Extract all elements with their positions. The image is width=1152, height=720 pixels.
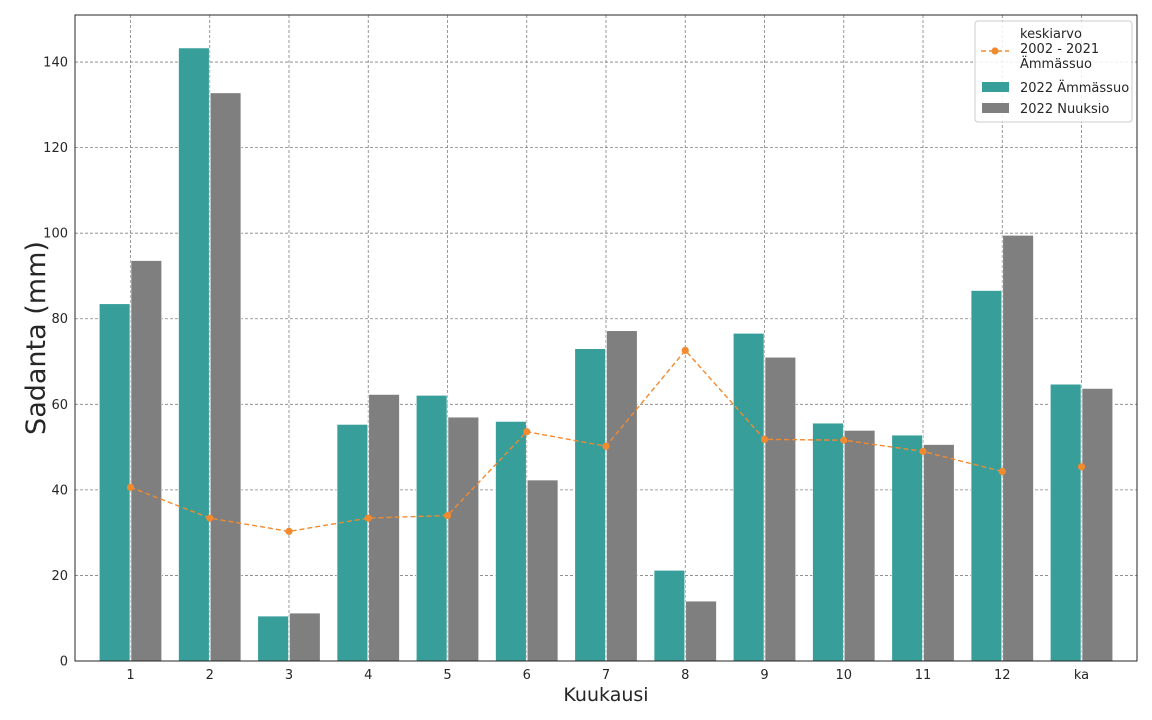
y-tick-label: 60 xyxy=(51,398,68,413)
bar-ammassuo xyxy=(178,47,210,662)
x-tick-label: 9 xyxy=(760,668,768,683)
average-point xyxy=(840,436,848,444)
bar-ammassuo xyxy=(891,434,923,662)
average-point xyxy=(443,511,452,520)
bar-nuuksio xyxy=(843,430,876,662)
x-tick-label: 4 xyxy=(364,668,372,683)
average-point xyxy=(1077,463,1086,471)
x-tick-label: 3 xyxy=(285,668,293,683)
x-tick-label: 5 xyxy=(443,668,451,683)
bar-nuuksio xyxy=(368,394,400,662)
bar-ammassuo xyxy=(653,570,686,662)
bars xyxy=(98,47,1114,662)
average-point xyxy=(602,442,610,450)
bar-ammassuo xyxy=(733,332,765,662)
bar-nuuksio xyxy=(289,612,321,662)
x-tick-label: 7 xyxy=(602,668,610,683)
bar-ammassuo xyxy=(415,395,448,662)
legend-bar-swatch xyxy=(982,103,1009,113)
average-point xyxy=(206,514,214,522)
x-tick-label: 11 xyxy=(915,668,932,683)
y-axis-title: Sadanta (mm) xyxy=(21,241,52,435)
bar-ammassuo xyxy=(970,290,1003,662)
average-line-path xyxy=(130,349,1003,533)
x-axis-title: Kuukausi xyxy=(563,684,648,706)
legend: keskiarvo 2002 - 2021 Ämmässuo 2022 Ämmässu… xyxy=(974,20,1133,123)
legend-box xyxy=(974,20,1133,123)
x-tick-label: ka xyxy=(1074,668,1089,683)
legend-label-bar: 2022 Ämmässuo xyxy=(1020,80,1129,96)
bar-nuuksio xyxy=(685,600,717,662)
y-tick-label: 80 xyxy=(51,312,68,327)
bar-nuuksio xyxy=(606,330,638,662)
y-tick-label: 100 xyxy=(43,227,68,242)
legend-bar-swatch xyxy=(982,82,1009,92)
bar-ammassuo xyxy=(812,422,844,662)
legend-label-average: keskiarvo 2002 - 2021 Ämmässuo xyxy=(1020,27,1099,72)
bar-ammassuo xyxy=(574,348,606,662)
bar-ammassuo xyxy=(257,615,289,662)
average-point xyxy=(681,346,689,355)
bar-nuuksio xyxy=(526,479,559,662)
average-line xyxy=(126,346,1086,535)
x-tick-label: 10 xyxy=(835,668,852,683)
average-point xyxy=(285,527,293,535)
average-point xyxy=(364,514,372,522)
x-tick-label: 6 xyxy=(523,668,531,683)
average-point xyxy=(998,467,1006,476)
y-tick-label: 0 xyxy=(60,655,68,670)
legend-line-marker xyxy=(991,47,999,55)
bar-nuuksio xyxy=(447,416,479,662)
bar-ammassuo xyxy=(98,303,131,662)
average-point xyxy=(126,483,135,491)
average-point xyxy=(919,447,927,455)
grid xyxy=(75,15,1137,662)
bar-ammassuo xyxy=(336,424,369,662)
average-point xyxy=(760,435,769,443)
x-tick-label: 8 xyxy=(681,668,689,683)
bar-nuuksio xyxy=(209,92,242,662)
legend-label-bar: 2022 Nuuksio xyxy=(1020,102,1109,117)
y-tick-label: 140 xyxy=(43,56,68,71)
y-tick-label: 120 xyxy=(43,141,68,156)
bar-nuuksio xyxy=(923,444,955,662)
x-tick-label: 12 xyxy=(994,668,1011,683)
bar-nuuksio xyxy=(130,260,162,662)
bar-nuuksio xyxy=(1002,235,1034,662)
bar-nuuksio xyxy=(1081,388,1114,662)
bar-nuuksio xyxy=(764,356,797,662)
y-tick-label: 20 xyxy=(51,569,68,584)
x-tick-label: 1 xyxy=(126,668,134,683)
bar-ammassuo xyxy=(1050,383,1082,662)
y-tick-label: 40 xyxy=(51,483,68,498)
average-point xyxy=(523,428,531,436)
x-tick-label: 2 xyxy=(206,668,214,683)
bar-ammassuo xyxy=(495,421,527,662)
plot-frame xyxy=(74,14,1138,662)
